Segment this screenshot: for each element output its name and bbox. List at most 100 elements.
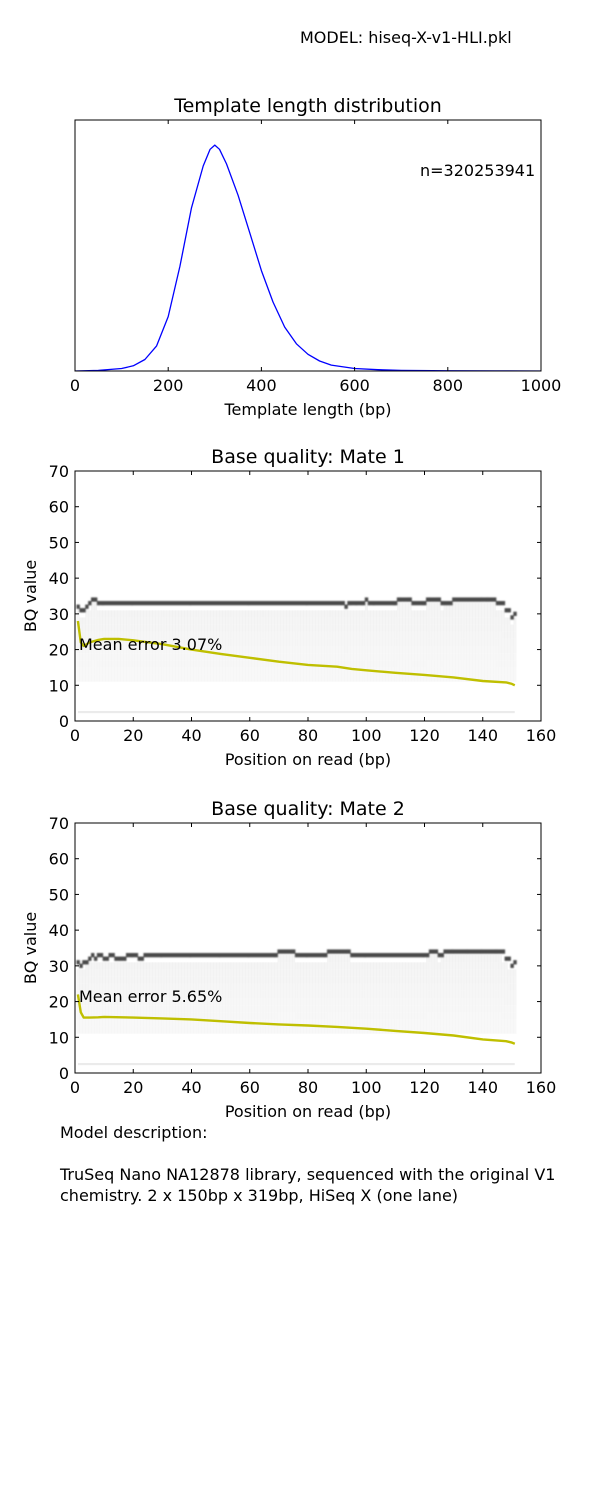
- bq-faint-cell: [414, 625, 417, 632]
- bq-faint-cell: [187, 675, 190, 682]
- bq-faint-cell: [478, 639, 481, 646]
- bq-faint-cell: [91, 610, 95, 618]
- bq-faint-cell: [175, 660, 178, 667]
- bq-faint-cell: [365, 1019, 368, 1026]
- bq-faint-cell: [307, 639, 310, 646]
- bq-faint-cell: [277, 998, 280, 1005]
- bq-faint-cell: [460, 955, 465, 963]
- bq-faint-cell: [158, 667, 161, 674]
- bq-mode-segment: [428, 597, 439, 602]
- bq-mode-segment: [495, 949, 506, 954]
- bq-faint-cell: [408, 660, 411, 667]
- bq-faint-cell: [187, 653, 190, 660]
- bq-faint-cell: [339, 646, 342, 653]
- bq-faint-cell: [406, 1012, 409, 1019]
- bq-faint-cell: [245, 991, 248, 998]
- bq-faint-cell: [374, 653, 377, 660]
- bq-faint-cell: [464, 1005, 467, 1012]
- bq-faint-cell: [394, 675, 397, 682]
- bq-faint-cell: [475, 603, 479, 611]
- bq-faint-cell: [108, 667, 111, 674]
- bq-faint-cell: [408, 998, 411, 1005]
- bq-faint-cell: [339, 675, 342, 682]
- bq-faint-cell: [280, 955, 284, 963]
- bq-faint-cell: [385, 610, 389, 618]
- bq-faint-cell: [449, 991, 452, 998]
- bq-faint-cell: [173, 675, 176, 682]
- bq-faint-cell: [505, 998, 508, 1005]
- bq-faint-cell: [224, 617, 229, 625]
- bq-faint-cell: [208, 660, 211, 667]
- bq-faint-cell: [289, 610, 293, 618]
- bq-faint-cell: [379, 625, 382, 632]
- bq-faint-cell: [391, 998, 394, 1005]
- bq-faint-cell: [103, 675, 106, 682]
- bq-faint-cell: [423, 969, 427, 977]
- bq-faint-cell: [79, 624, 83, 632]
- bq-faint-cell: [339, 632, 342, 639]
- bq-faint-cell: [396, 610, 401, 618]
- bq-faint-cell: [464, 653, 467, 660]
- bq-faint-cell: [219, 1027, 222, 1034]
- bq-faint-cell: [327, 639, 330, 646]
- bq-faint-cell: [446, 617, 450, 625]
- bq-faint-cell: [82, 1019, 85, 1026]
- bq-faint-cell: [481, 667, 484, 674]
- bq-faint-cell: [120, 653, 123, 660]
- bq-faint-cell: [356, 660, 359, 667]
- bq-faint-cell: [414, 1012, 417, 1019]
- bq-faint-cell: [484, 646, 487, 653]
- bq-faint-cell: [478, 653, 481, 660]
- bq-faint-cell: [193, 625, 196, 632]
- bq-faint-cell: [315, 667, 318, 674]
- bq-faint-cell: [254, 660, 257, 667]
- bq-faint-cell: [318, 984, 321, 991]
- bq-faint-cell: [93, 617, 98, 625]
- bq-faint-cell: [408, 610, 412, 618]
- bq-faint-cell: [394, 646, 397, 653]
- bq-faint-cell: [335, 969, 339, 977]
- bq-mode-segment: [306, 601, 342, 606]
- bq-faint-cell: [213, 1027, 216, 1034]
- bq-faint-cell: [394, 977, 397, 984]
- bq-faint-cell: [365, 991, 368, 998]
- bq-faint-cell: [470, 984, 473, 991]
- bq-faint-cell: [254, 617, 258, 625]
- bq-faint-cell: [149, 1027, 152, 1034]
- bq-faint-cell: [359, 1012, 362, 1019]
- bq-faint-cell: [137, 969, 141, 977]
- bq-faint-cell: [210, 969, 214, 977]
- bq-faint-cell: [502, 984, 505, 991]
- bq-faint-cell: [108, 675, 111, 682]
- bq-faint-cell: [286, 632, 289, 639]
- bq-faint-cell: [318, 977, 321, 984]
- bq-faint-cell: [222, 977, 225, 984]
- bq-faint-cell: [225, 625, 228, 632]
- bq-faint-cell: [91, 1027, 94, 1034]
- bq-faint-cell: [470, 998, 473, 1005]
- bq-faint-cell: [394, 653, 397, 660]
- bq-faint-cell: [435, 1012, 438, 1019]
- bq-faint-cell: [178, 969, 182, 977]
- bq-faint-cell: [501, 969, 505, 977]
- bq-faint-cell: [204, 617, 208, 625]
- plot-area: [76, 597, 517, 714]
- bq-faint-cell: [443, 603, 447, 611]
- bq-faint-cell: [400, 1012, 403, 1019]
- bq-faint-cell: [175, 667, 178, 674]
- bq-faint-cell: [228, 991, 231, 998]
- bq-faint-cell: [297, 610, 302, 618]
- bq-faint-cell: [388, 625, 391, 632]
- bq-faint-cell: [263, 625, 266, 632]
- bq-faint-cell: [202, 1012, 205, 1019]
- bq-faint-cell: [277, 1012, 280, 1019]
- bq-faint-cell: [376, 625, 379, 632]
- bq-mode-segment: [82, 608, 86, 613]
- bq-faint-cell: [336, 675, 339, 682]
- bq-faint-cell: [312, 977, 315, 984]
- bq-faint-cell: [248, 1027, 251, 1034]
- bq-faint-cell: [292, 984, 295, 991]
- bq-faint-cell: [394, 1019, 397, 1026]
- bq-faint-cell: [161, 1019, 164, 1026]
- bq-faint-cell: [382, 625, 385, 632]
